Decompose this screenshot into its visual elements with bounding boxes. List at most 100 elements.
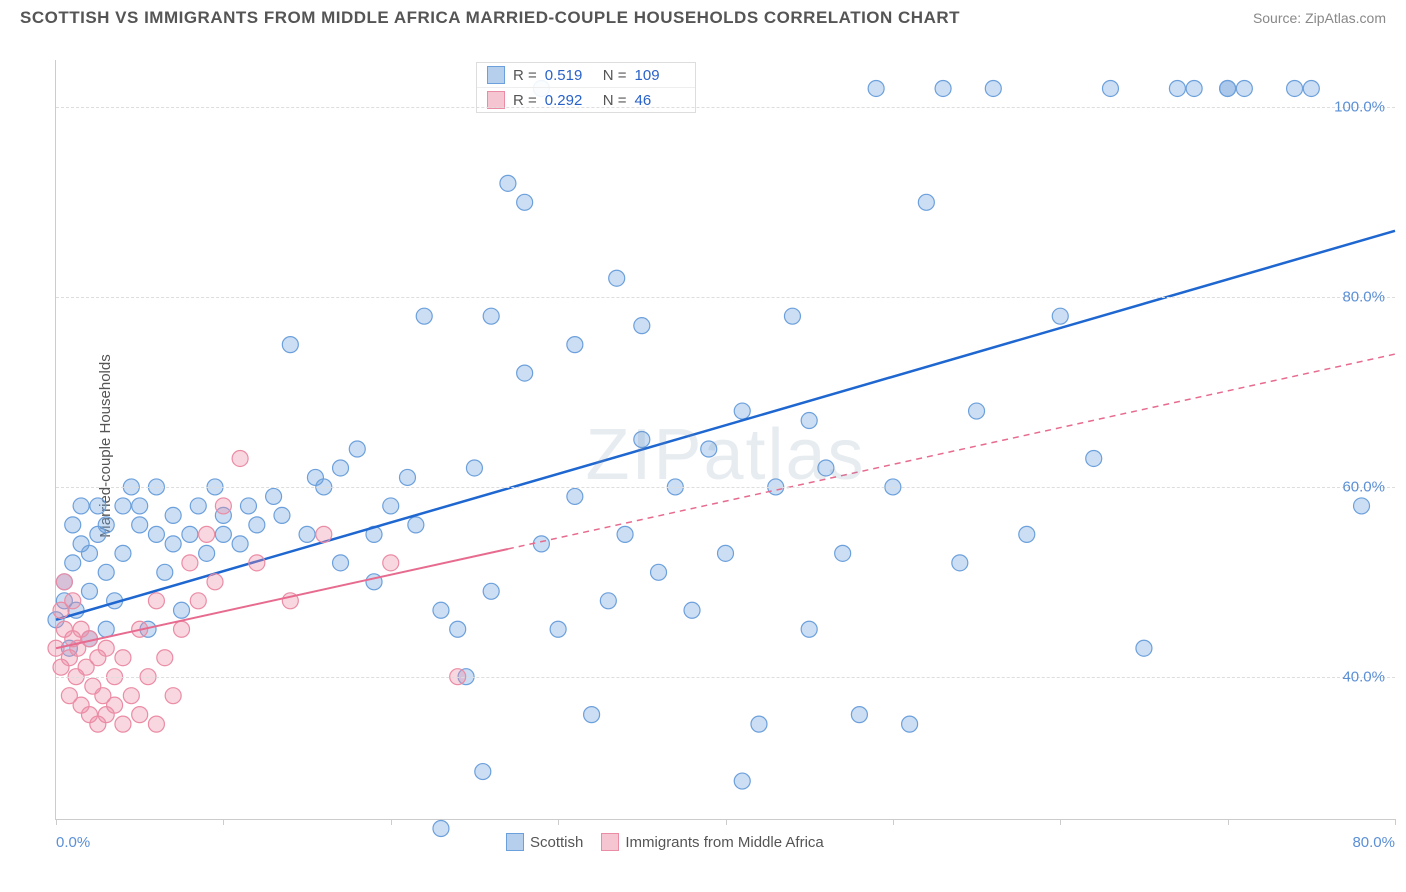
scatter-point [408, 517, 424, 533]
scatter-point [902, 716, 918, 732]
scatter-point [1287, 80, 1303, 96]
scatter-point [1102, 80, 1118, 96]
scatter-point [433, 602, 449, 618]
swatch-icon [487, 66, 505, 84]
scatter-point [651, 564, 667, 580]
swatch-icon [487, 91, 505, 109]
y-tick-label: 40.0% [1342, 668, 1385, 685]
scatter-point [475, 764, 491, 780]
series-legend: Scottish Immigrants from Middle Africa [506, 833, 824, 851]
scatter-point [65, 555, 81, 571]
scatter-point [1086, 450, 1102, 466]
scatter-point [617, 526, 633, 542]
scatter-point [835, 545, 851, 561]
scatter-point [634, 432, 650, 448]
gridline [56, 677, 1395, 678]
scatter-point [801, 413, 817, 429]
scatter-point [1169, 80, 1185, 96]
swatch-icon [506, 833, 524, 851]
scatter-point [249, 517, 265, 533]
x-tick-mark [56, 819, 57, 825]
scatter-point [174, 621, 190, 637]
scatter-point [416, 308, 432, 324]
scatter-point [56, 574, 72, 590]
scatter-point [952, 555, 968, 571]
y-tick-label: 60.0% [1342, 478, 1385, 495]
scatter-point [115, 498, 131, 514]
scatter-point [182, 526, 198, 542]
scatter-point [299, 526, 315, 542]
x-tick-mark [1060, 819, 1061, 825]
x-tick-mark [1395, 819, 1396, 825]
scatter-point [165, 507, 181, 523]
scatter-point [81, 583, 97, 599]
scatter-point [1220, 80, 1236, 96]
scatter-point [207, 574, 223, 590]
scatter-point [500, 175, 516, 191]
scatter-point [132, 517, 148, 533]
scatter-point [98, 517, 114, 533]
stat-n-label: N = [603, 67, 627, 84]
legend-label: Immigrants from Middle Africa [625, 834, 823, 851]
scatter-point [333, 460, 349, 476]
legend-item: Immigrants from Middle Africa [601, 833, 823, 851]
scatter-point [349, 441, 365, 457]
scatter-point [1019, 526, 1035, 542]
scatter-point [157, 564, 173, 580]
scatter-point [450, 621, 466, 637]
scatter-point [132, 707, 148, 723]
scatter-point [801, 621, 817, 637]
chart-title: SCOTTISH VS IMMIGRANTS FROM MIDDLE AFRIC… [20, 8, 960, 28]
scatter-point [98, 621, 114, 637]
scatter-point [1354, 498, 1370, 514]
scatter-point [734, 403, 750, 419]
scatter-point [567, 337, 583, 353]
scatter-point [1052, 308, 1068, 324]
scatter-point [718, 545, 734, 561]
scatter-point [935, 80, 951, 96]
scatter-point [483, 583, 499, 599]
scatter-point [868, 80, 884, 96]
x-tick-mark [893, 819, 894, 825]
scatter-point [107, 697, 123, 713]
gridline [56, 107, 1395, 108]
scatter-point [634, 318, 650, 334]
scatter-point [182, 555, 198, 571]
scatter-point [199, 526, 215, 542]
scatter-point [1136, 640, 1152, 656]
scatter-point [266, 488, 282, 504]
scatter-point [98, 564, 114, 580]
scatter-point [115, 716, 131, 732]
stat-n-label: N = [603, 92, 627, 109]
scatter-point [784, 308, 800, 324]
scatter-point [132, 498, 148, 514]
scatter-point [199, 545, 215, 561]
scatter-point [316, 526, 332, 542]
gridline [56, 297, 1395, 298]
y-tick-label: 100.0% [1334, 99, 1385, 116]
x-tick-mark [1228, 819, 1229, 825]
correlation-stats-box: R = 0.519 N = 109 R = 0.292 N = 46 [476, 62, 696, 113]
scatter-point [734, 773, 750, 789]
x-tick-mark [391, 819, 392, 825]
scatter-point [383, 555, 399, 571]
scatter-point [567, 488, 583, 504]
scatter-point [215, 498, 231, 514]
scatter-point [249, 555, 265, 571]
scatter-point [399, 469, 415, 485]
stat-r-label: R = [513, 92, 537, 109]
swatch-icon [601, 833, 619, 851]
scatter-point [517, 365, 533, 381]
x-tick-label: 0.0% [56, 834, 90, 851]
scatter-point [98, 640, 114, 656]
scatter-point [684, 602, 700, 618]
scatter-point [148, 716, 164, 732]
scatter-point [433, 820, 449, 836]
scatter-point [232, 536, 248, 552]
gridline [56, 487, 1395, 488]
scatter-point [1303, 80, 1319, 96]
stat-r-value: 0.519 [545, 67, 595, 84]
scatter-point [65, 517, 81, 533]
scatter-point [818, 460, 834, 476]
scatter-point [232, 450, 248, 466]
